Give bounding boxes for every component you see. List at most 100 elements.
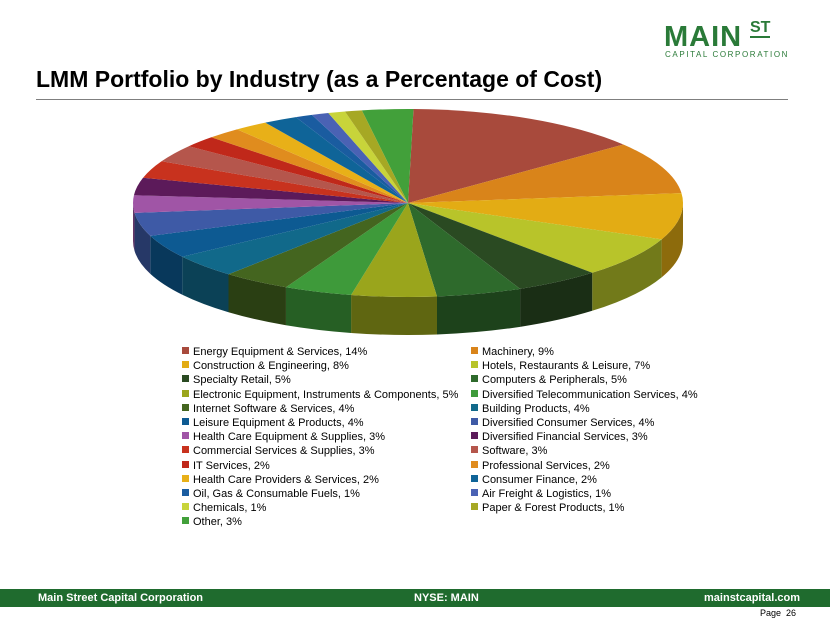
- legend-label: Health Care Providers & Services, 2%: [193, 473, 379, 486]
- legend-item: Internet Software & Services, 4%: [182, 403, 354, 416]
- pie-slice-paper-forest-products: [344, 110, 408, 203]
- legend-swatch: [471, 489, 478, 496]
- pie-side-hotels-restaurants-leisure: [592, 239, 662, 311]
- legend-item: Commercial Services & Supplies, 3%: [182, 445, 375, 458]
- pie-slice-health-care-providers-services: [236, 122, 408, 203]
- legend-swatch: [182, 361, 189, 369]
- pie-slice-other: [361, 109, 414, 203]
- pie-side-building-products: [182, 256, 229, 313]
- legend-label: Leisure Equipment & Products, 4%: [193, 417, 364, 429]
- legend-item: IT Services, 2%: [182, 460, 270, 473]
- footer-ticker: NYSE: MAIN: [414, 592, 479, 604]
- legend-label: Diversified Consumer Services, 4%: [482, 417, 655, 429]
- legend-swatch: [182, 432, 189, 440]
- legend-label: Air Freight & Logistics, 1%: [482, 488, 611, 500]
- legend-label: Paper & Forest Products, 1%: [482, 502, 625, 515]
- legend-item: Paper & Forest Products, 1%: [471, 502, 624, 515]
- legend-item: Building Products, 4%: [471, 403, 590, 416]
- legend-label: Computers & Peripherals, 5%: [482, 374, 627, 387]
- pie-side-diversified-consumer-services: [134, 212, 151, 274]
- pie-slice-energy-equipment-services: [408, 109, 624, 203]
- legend-swatch: [182, 474, 189, 482]
- legend-item: Professional Services, 2%: [471, 460, 610, 473]
- pie-slice-air-freight-logistics: [311, 113, 408, 203]
- legend-swatch: [182, 503, 189, 511]
- legend-swatch: [182, 347, 189, 354]
- legend-swatch: [182, 418, 189, 425]
- legend-label: Diversified Financial Services, 3%: [482, 431, 648, 444]
- pie-slice-internet-software-services: [228, 203, 408, 288]
- legend-label: Professional Services, 2%: [482, 459, 610, 472]
- legend-label: Commercial Services & Supplies, 3%: [193, 445, 375, 458]
- pie-slice-leisure-equipment-products: [150, 203, 408, 257]
- legend-item: Chemicals, 1%: [182, 502, 266, 515]
- pie-slice-machinery: [408, 144, 682, 203]
- footer-website[interactable]: mainstcapital.com: [704, 592, 800, 604]
- pie-side-internet-software-services: [228, 274, 286, 326]
- legend-label: Construction & Engineering, 8%: [193, 360, 349, 373]
- pie-slice-software: [161, 146, 408, 203]
- legend-swatch: [182, 489, 189, 496]
- legend-label: Machinery, 9%: [482, 346, 554, 358]
- legend-item: Diversified Telecommunication Services, …: [471, 389, 698, 402]
- legend-swatch: [182, 446, 189, 454]
- pie-side-specialty-retail: [520, 272, 593, 327]
- legend-label: Electronic Equipment, Instruments & Comp…: [193, 388, 459, 401]
- pie-slice-it-services: [188, 137, 408, 203]
- legend-swatch: [182, 517, 189, 525]
- pie-slice-health-care-equipment-supplies: [132, 195, 408, 213]
- legend-swatch: [471, 361, 478, 369]
- legend-swatch: [471, 460, 478, 468]
- legend-item: Machinery, 9%: [471, 346, 554, 359]
- legend-label: Hotels, Restaurants & Leisure, 7%: [482, 360, 651, 373]
- pie-slice-professional-services: [211, 129, 408, 203]
- page-number: Page 26: [760, 608, 796, 618]
- legend-item: Diversified Financial Services, 3%: [471, 431, 648, 444]
- legend-item: Specialty Retail, 5%: [182, 374, 291, 387]
- legend-label: Health Care Equipment & Supplies, 3%: [193, 431, 385, 444]
- legend-item: Construction & Engineering, 8%: [182, 360, 349, 373]
- legend-label: Chemicals, 1%: [193, 502, 267, 515]
- legend-swatch: [471, 375, 478, 383]
- legend-item: Oil, Gas & Consumable Fuels, 1%: [182, 488, 360, 501]
- legend-item: Health Care Providers & Services, 2%: [182, 474, 379, 487]
- legend-item: Leisure Equipment & Products, 4%: [182, 417, 364, 430]
- legend-label: Building Products, 4%: [482, 402, 590, 415]
- legend-swatch: [471, 474, 478, 482]
- pie-slice-hotels-restaurants-leisure: [408, 203, 662, 273]
- legend-label: Diversified Telecommunication Services, …: [482, 388, 698, 401]
- pie-slice-diversified-telecommunication-services: [285, 203, 408, 295]
- legend-swatch: [471, 347, 478, 354]
- legend-swatch: [471, 432, 478, 440]
- legend-label: Internet Software & Services, 4%: [193, 402, 355, 415]
- pie-side-health-care-equipment-supplies: [133, 203, 135, 251]
- pie-slice-diversified-consumer-services: [134, 203, 408, 236]
- legend-label: Consumer Finance, 2%: [482, 473, 597, 486]
- pie-side-construction-engineering: [661, 203, 683, 278]
- legend-item: Software, 3%: [471, 445, 547, 458]
- pie-side-diversified-telecommunication-services: [285, 287, 352, 333]
- page-number-value: 26: [785, 608, 796, 618]
- legend-label: Other, 3%: [193, 516, 242, 529]
- legend-swatch: [471, 389, 478, 397]
- legend-item: Computers & Peripherals, 5%: [471, 374, 627, 387]
- pie-chart: [132, 109, 683, 335]
- logo-st-text: ST: [750, 19, 771, 38]
- legend-item: Consumer Finance, 2%: [471, 474, 597, 487]
- title-divider: [36, 99, 788, 100]
- legend-swatch: [182, 375, 189, 383]
- legend-item: Electronic Equipment, Instruments & Comp…: [182, 389, 458, 402]
- pie-side-electronic-equipment-instruments-components: [351, 294, 438, 335]
- legend-label: Specialty Retail, 5%: [193, 374, 291, 387]
- legend-item: Hotels, Restaurants & Leisure, 7%: [471, 360, 650, 373]
- pie-side-leisure-equipment-products: [150, 235, 183, 295]
- pie-top: [132, 109, 683, 297]
- page-title: LMM Portfolio by Industry (as a Percenta…: [36, 66, 603, 92]
- pie-slice-diversified-financial-services: [133, 177, 408, 203]
- legend-swatch: [471, 503, 478, 511]
- pie-slice-specialty-retail: [408, 203, 593, 289]
- main-street-logo: MAIN ST CAPITAL CORPORATION: [664, 19, 787, 60]
- logo-subtitle: CAPITAL CORPORATION: [665, 50, 790, 59]
- pie-side-computers-peripherals: [437, 288, 521, 335]
- legend-item: Diversified Consumer Services, 4%: [471, 417, 654, 430]
